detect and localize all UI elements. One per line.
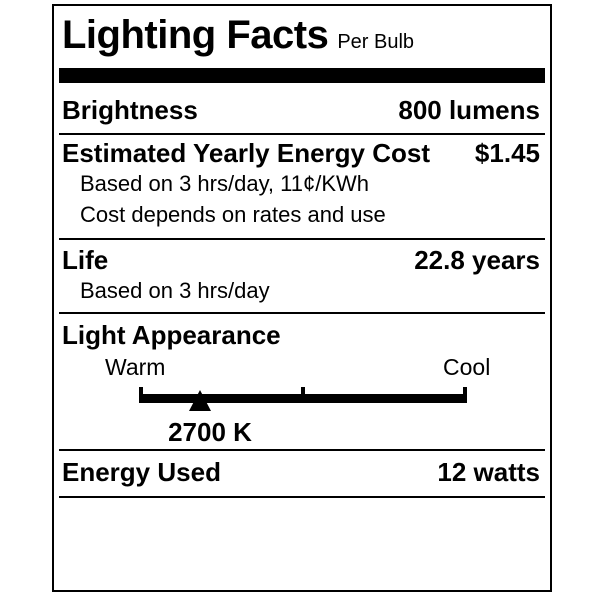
brightness-section: Brightness 800 lumens: [59, 83, 545, 135]
scale-cool-label: Cool: [443, 354, 491, 380]
brightness-label: Brightness: [62, 95, 198, 125]
energy-used-label: Energy Used: [62, 457, 221, 487]
scale-tick-left: [139, 387, 143, 403]
brightness-value: 800 lumens: [398, 95, 540, 125]
energy-used-section: Energy Used 12 watts: [59, 451, 545, 498]
label-header: Lighting Facts Per Bulb: [54, 6, 550, 68]
lighting-facts-label: Lighting Facts Per Bulb Brightness 800 l…: [52, 4, 552, 592]
energy-used-value: 12 watts: [437, 457, 540, 487]
energy-cost-label: Estimated Yearly Energy Cost: [62, 138, 431, 168]
brightness-row: Brightness 800 lumens: [62, 95, 540, 125]
light-appearance-label: Light Appearance: [62, 320, 281, 350]
scale-tick-middle: [301, 387, 305, 403]
energy-cost-value: $1.45: [474, 138, 540, 168]
color-temperature-value: 2700 K: [168, 417, 252, 447]
scale-warm-label: Warm: [105, 354, 166, 380]
energy-cost-note-rates: Cost depends on rates and use: [80, 202, 386, 227]
energy-cost-row: Estimated Yearly Energy Cost $1.45: [62, 138, 540, 168]
energy-cost-note-usage: Based on 3 hrs/day, 11¢/KWh: [80, 171, 370, 196]
header-divider-bar: [59, 68, 545, 83]
life-section: Life 22.8 years Based on 3 hrs/day: [59, 240, 545, 314]
life-value: 22.8 years: [414, 245, 540, 275]
label-subtitle: Per Bulb: [337, 31, 415, 53]
marker-triangle-icon: [189, 390, 211, 411]
life-row: Life 22.8 years: [62, 245, 540, 275]
footer-blank-space: [54, 498, 550, 590]
energy-cost-section: Estimated Yearly Energy Cost $1.45 Based…: [59, 135, 545, 240]
light-appearance-section: Light Appearance Warm Cool 2700 K: [59, 314, 545, 451]
scale-tick-right: [463, 387, 467, 403]
energy-used-row: Energy Used 12 watts: [62, 457, 540, 487]
life-note-usage: Based on 3 hrs/day: [80, 278, 270, 303]
label-title: Lighting Facts: [62, 13, 329, 57]
life-label: Life: [62, 245, 109, 275]
